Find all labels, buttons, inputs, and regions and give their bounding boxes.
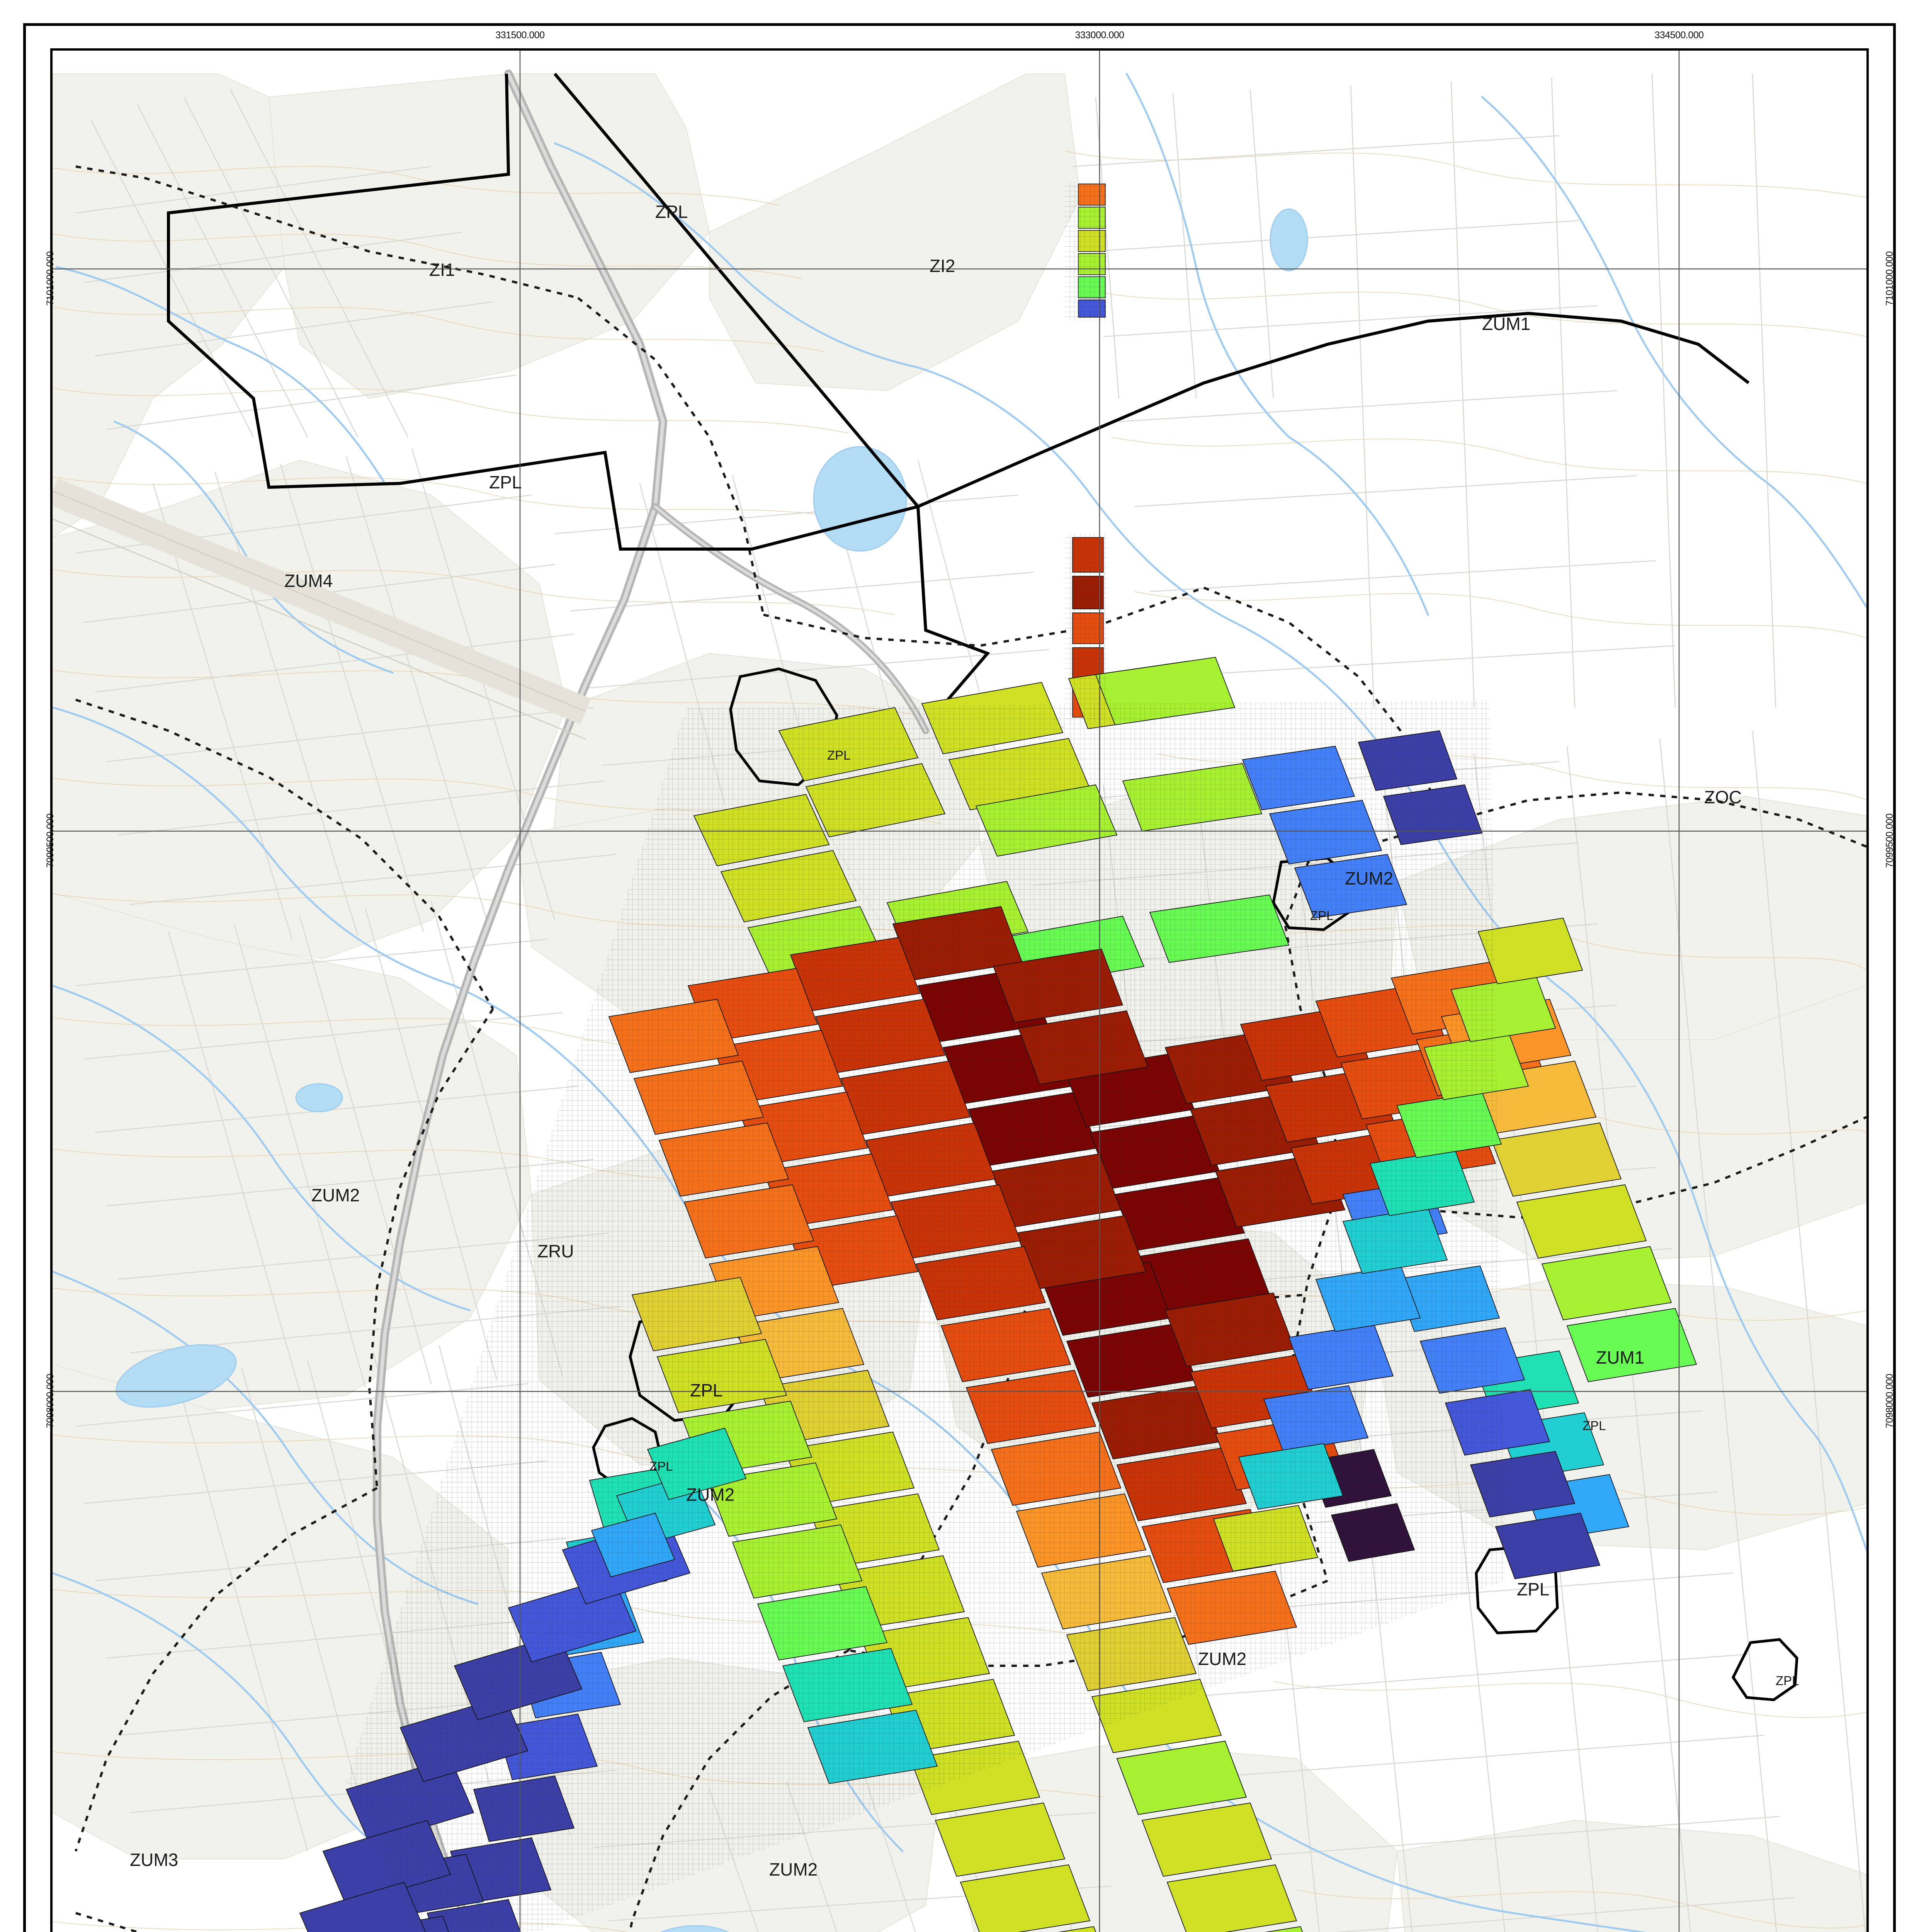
grid-y-label: 7101000.000 — [1884, 251, 1895, 306]
grid-x-label: 333000.000 — [1075, 30, 1124, 41]
grid-y-label: 7098000.000 — [45, 1374, 56, 1428]
zone-label-zum2: ZUM2 — [769, 1859, 818, 1879]
zone-label-zum3: ZUM3 — [130, 1850, 178, 1870]
zone-label-zum4: ZUM4 — [284, 571, 333, 591]
zone-label-zpl: ZPL — [1582, 1418, 1606, 1433]
zone-label-zru: ZRU — [537, 1241, 574, 1261]
zone-label-zpl: ZPL — [690, 1380, 723, 1400]
zone-label-zum2: ZUM2 — [1345, 868, 1394, 888]
grid-y-label: 7099500.000 — [45, 813, 56, 868]
zone-label-zpl: ZPL — [1310, 908, 1334, 923]
grid-x-label: 334500.000 — [1654, 30, 1704, 41]
zone-label-zum2: ZUM2 — [311, 1185, 360, 1205]
zone-label-zpl: ZPL — [655, 202, 688, 222]
zone-label-zpl: ZPL — [649, 1459, 673, 1473]
map-canvas — [53, 51, 1866, 1932]
grid-x-label: 331500.000 — [495, 30, 545, 41]
zone-label-zoc: ZOC — [1704, 787, 1742, 807]
map-frame[interactable]: ZPL ZI1 ZI2 ZUM1 ZPL ZUM4 ZPL ZOC ZUM2 ZPL ZUM2 ZRU… — [50, 48, 1869, 1932]
zone-label-zum1: ZUM1 — [1482, 314, 1531, 334]
zone-label-zpl: ZPL — [489, 472, 522, 492]
zone-label-zpl: ZPL — [1776, 1673, 1799, 1688]
zone-label-zi2: ZI2 — [930, 256, 955, 276]
grid-y-label: 7099500.000 — [1884, 813, 1895, 868]
grid-y-label: 7098000.000 — [1884, 1374, 1895, 1428]
zone-label-zpl: ZPL — [827, 748, 851, 762]
zone-label-zum2: ZUM2 — [686, 1485, 735, 1505]
zone-label-zpl: ZPL — [1517, 1579, 1550, 1599]
sheet-outer-border — [23, 23, 1896, 1932]
zone-label-zi1: ZI1 — [429, 260, 455, 280]
zone-label-zum2: ZUM2 — [1198, 1649, 1247, 1669]
zone-label-zum1: ZUM1 — [1596, 1347, 1645, 1367]
grid-y-label: 7101000.000 — [45, 251, 56, 306]
